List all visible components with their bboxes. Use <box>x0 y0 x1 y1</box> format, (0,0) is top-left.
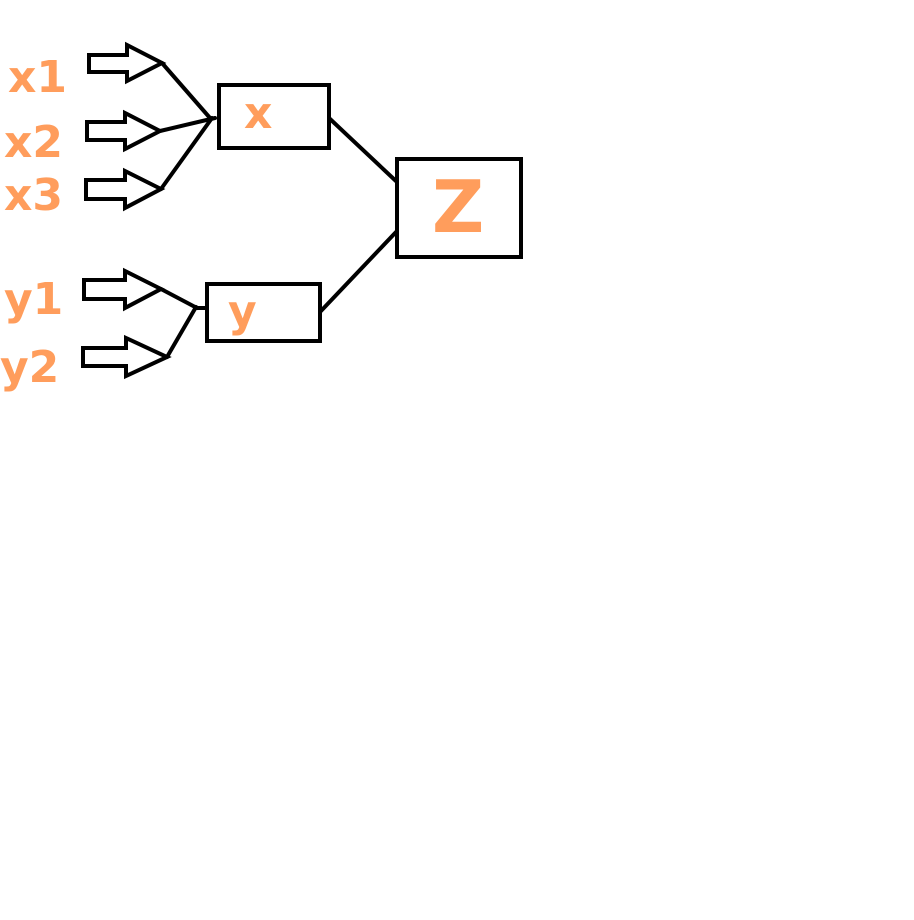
input-label-x1: x1 <box>8 52 67 103</box>
arrow-x3 <box>84 167 166 212</box>
node-y-box <box>205 282 322 343</box>
arrow-x2 <box>85 109 165 153</box>
connector-y1-y <box>159 287 199 310</box>
connector-x3-x <box>159 116 214 191</box>
connector-y-z <box>318 229 399 314</box>
input-label-y1: y1 <box>4 274 63 325</box>
node-y-label: y <box>228 286 257 337</box>
input-label-x3: x3 <box>4 170 63 221</box>
node-z-box <box>395 157 523 259</box>
input-label-x2: x2 <box>4 117 63 168</box>
node-x-label: x <box>244 88 272 139</box>
connector-x-z <box>327 116 399 184</box>
input-label-y2: y2 <box>0 342 59 393</box>
connector-x1-x <box>160 61 212 120</box>
node-x-box <box>217 83 331 150</box>
arrow-y1 <box>82 267 166 312</box>
connector-x2-x <box>158 116 217 133</box>
arrow-x1 <box>87 41 167 85</box>
arrow-y2 <box>81 334 172 380</box>
node-z-label: Z <box>432 165 484 249</box>
connector-y2-y <box>165 305 198 359</box>
